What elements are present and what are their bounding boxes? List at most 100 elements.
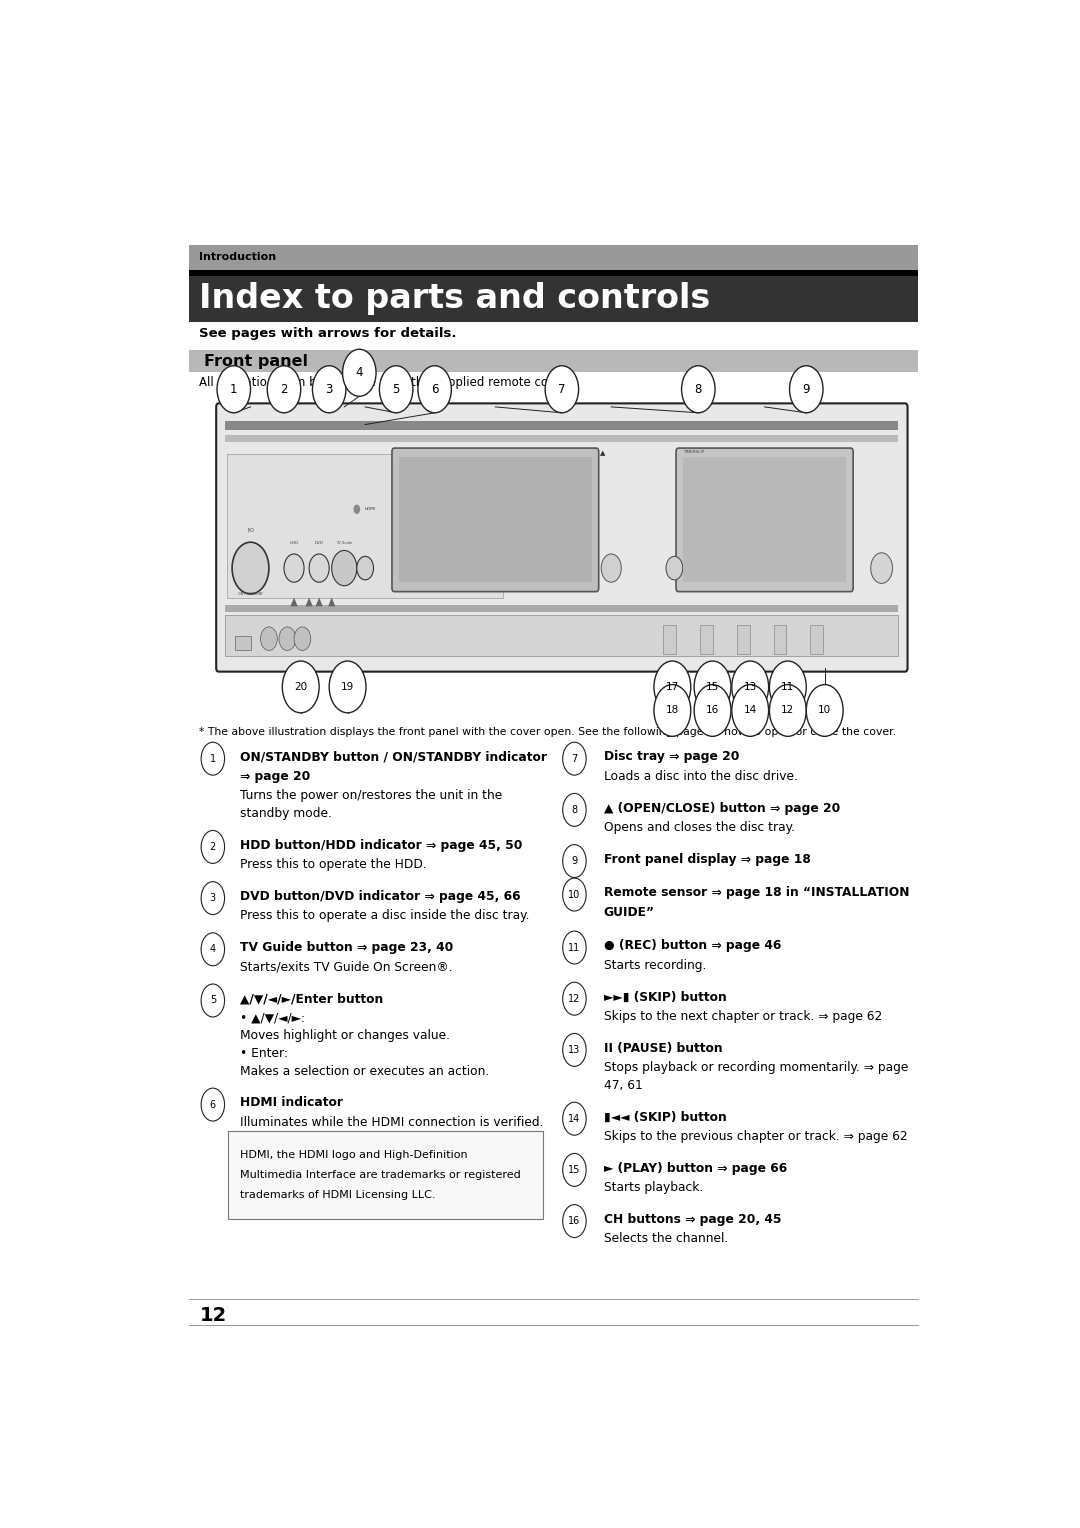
Circle shape	[563, 1204, 586, 1238]
Bar	[189, 270, 918, 275]
Circle shape	[201, 830, 225, 863]
Text: 7: 7	[558, 382, 566, 396]
Bar	[810, 625, 823, 654]
Circle shape	[681, 365, 715, 413]
Circle shape	[654, 662, 691, 712]
Text: GUIDE”: GUIDE”	[604, 906, 654, 918]
Text: Loads a disc into the disc drive.: Loads a disc into the disc drive.	[604, 770, 798, 782]
Circle shape	[732, 662, 769, 712]
Bar	[226, 435, 899, 442]
Text: DVD button/DVD indicator ⇒ page 45, 66: DVD button/DVD indicator ⇒ page 45, 66	[240, 889, 521, 903]
Circle shape	[666, 556, 683, 579]
Text: HDMI indicator: HDMI indicator	[240, 1097, 342, 1109]
Text: ON / STANDBY: ON / STANDBY	[238, 591, 262, 596]
Circle shape	[418, 365, 451, 413]
Circle shape	[563, 983, 586, 1015]
Circle shape	[201, 932, 225, 966]
Circle shape	[329, 662, 366, 712]
Text: HDD button/HDD indicator ⇒ page 45, 50: HDD button/HDD indicator ⇒ page 45, 50	[240, 839, 522, 851]
Circle shape	[602, 555, 621, 582]
Circle shape	[356, 556, 374, 579]
Circle shape	[260, 626, 278, 651]
Text: 1: 1	[230, 382, 238, 396]
Text: 2: 2	[210, 842, 216, 853]
Text: 15: 15	[706, 681, 719, 692]
Text: TV Guide button ⇒ page 23, 40: TV Guide button ⇒ page 23, 40	[240, 941, 453, 953]
Text: Starts recording.: Starts recording.	[604, 958, 706, 972]
Circle shape	[807, 685, 843, 736]
Text: 19: 19	[341, 681, 354, 692]
Circle shape	[654, 685, 691, 736]
Circle shape	[282, 662, 320, 712]
Text: ▮◄◄ (SKIP) button: ▮◄◄ (SKIP) button	[604, 1111, 727, 1123]
Circle shape	[563, 743, 586, 775]
Text: 11: 11	[781, 681, 795, 692]
Text: 14: 14	[568, 1114, 581, 1123]
Text: 7: 7	[571, 753, 578, 764]
Bar	[189, 244, 918, 270]
Text: Front panel: Front panel	[204, 353, 309, 368]
Text: 9: 9	[802, 382, 810, 396]
Text: • ▲/▼/◄/►:: • ▲/▼/◄/►:	[240, 1012, 305, 1025]
Text: 11: 11	[568, 943, 581, 952]
Circle shape	[563, 879, 586, 911]
Text: ● (REC) button ⇒ page 46: ● (REC) button ⇒ page 46	[604, 940, 781, 952]
Text: Starts playback.: Starts playback.	[604, 1181, 703, 1193]
Circle shape	[217, 365, 251, 413]
Text: Multimedia Interface are trademarks or registered: Multimedia Interface are trademarks or r…	[240, 1170, 521, 1180]
Circle shape	[201, 743, 225, 775]
Circle shape	[769, 685, 807, 736]
Circle shape	[563, 845, 586, 877]
Text: All operations can be possible from the supplied remote control.: All operations can be possible from the …	[200, 376, 580, 388]
Circle shape	[284, 555, 305, 582]
Text: 5: 5	[392, 382, 400, 396]
Text: trademarks of HDMI Licensing LLC.: trademarks of HDMI Licensing LLC.	[240, 1190, 435, 1199]
Text: ⇒ page 20: ⇒ page 20	[240, 770, 310, 782]
Text: 5: 5	[210, 995, 216, 1005]
Text: 9: 9	[571, 856, 578, 866]
Circle shape	[201, 984, 225, 1018]
Circle shape	[294, 626, 311, 651]
FancyBboxPatch shape	[392, 448, 598, 591]
Text: 14: 14	[743, 706, 757, 715]
Text: 12: 12	[781, 706, 795, 715]
Text: 1: 1	[210, 753, 216, 764]
Text: • Enter:: • Enter:	[240, 1047, 287, 1060]
Circle shape	[201, 882, 225, 915]
Text: 20: 20	[294, 681, 308, 692]
Bar	[226, 422, 899, 431]
Text: Starts/exits TV Guide On Screen®.: Starts/exits TV Guide On Screen®.	[240, 961, 453, 973]
Text: ON/STANDBY button / ON/STANDBY indicator: ON/STANDBY button / ON/STANDBY indicator	[240, 750, 546, 764]
Text: Skips to the previous chapter or track. ⇒ page 62: Skips to the previous chapter or track. …	[604, 1129, 907, 1143]
Text: Illuminates while the HDMI connection is verified.: Illuminates while the HDMI connection is…	[240, 1115, 543, 1129]
Text: 13: 13	[743, 681, 757, 692]
Circle shape	[769, 662, 807, 712]
Circle shape	[789, 365, 823, 413]
Text: Introduction: Introduction	[200, 252, 276, 263]
Text: CH buttons ⇒ page 20, 45: CH buttons ⇒ page 20, 45	[604, 1213, 781, 1225]
Text: 4: 4	[210, 944, 216, 955]
Circle shape	[232, 542, 269, 594]
Text: TV Guide: TV Guide	[336, 541, 352, 544]
Text: 18: 18	[665, 706, 679, 715]
Text: ► (PLAY) button ⇒ page 66: ► (PLAY) button ⇒ page 66	[604, 1161, 787, 1175]
Text: Disc tray ⇒ page 20: Disc tray ⇒ page 20	[604, 750, 739, 764]
Text: II (PAUSE) button: II (PAUSE) button	[604, 1042, 723, 1054]
Bar	[235, 636, 251, 651]
Text: HDD: HDD	[289, 541, 299, 544]
Text: 8: 8	[571, 805, 578, 814]
Circle shape	[733, 556, 750, 579]
Text: 3: 3	[325, 382, 333, 396]
Circle shape	[353, 504, 360, 513]
Circle shape	[312, 365, 346, 413]
Text: See pages with arrows for details.: See pages with arrows for details.	[200, 327, 457, 341]
FancyBboxPatch shape	[676, 448, 853, 591]
Bar	[700, 625, 713, 654]
Circle shape	[309, 555, 329, 582]
FancyBboxPatch shape	[216, 403, 907, 672]
Bar	[189, 350, 918, 371]
Text: I/O: I/O	[247, 527, 254, 533]
Text: Turns the power on/restores the unit in the: Turns the power on/restores the unit in …	[240, 790, 502, 802]
Bar	[226, 605, 899, 611]
Text: Stops playback or recording momentarily. ⇒ page: Stops playback or recording momentarily.…	[604, 1060, 908, 1074]
